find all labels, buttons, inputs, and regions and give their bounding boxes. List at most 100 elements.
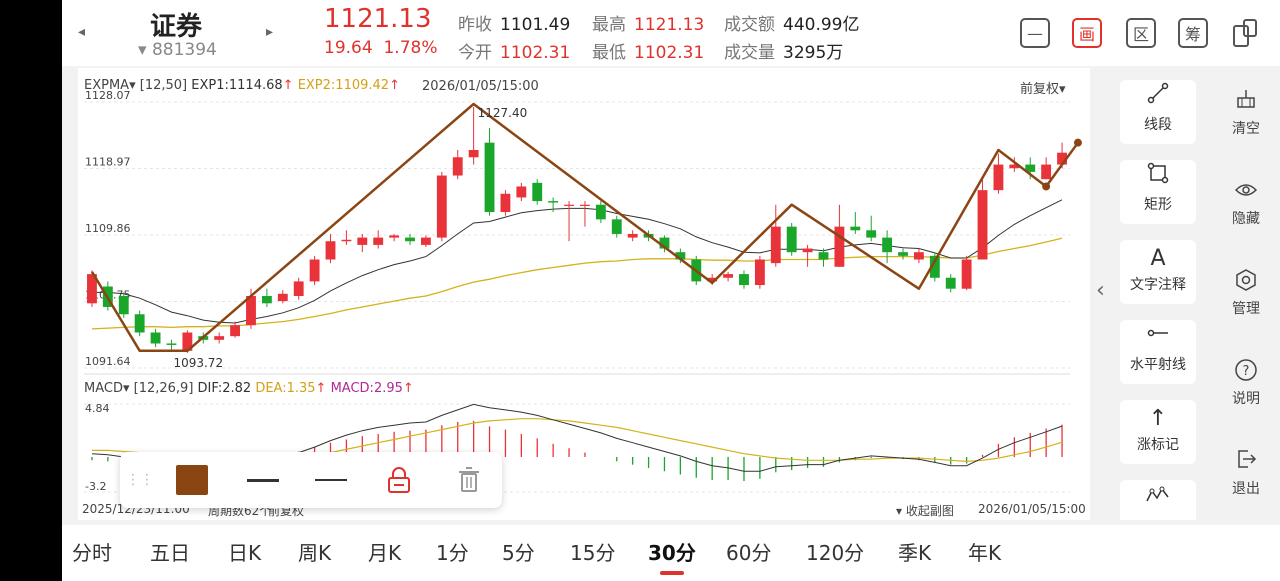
main-indicator-selector[interactable]: EXPMA▾ <box>84 78 136 93</box>
tab-daily[interactable]: 日K <box>228 541 262 565</box>
help-button[interactable]: ? 说明 <box>1216 358 1276 408</box>
collapse-panel-chevron-icon[interactable]: ‹ <box>1096 278 1105 303</box>
tool-line-segment[interactable]: 线段 <box>1120 80 1196 144</box>
candle-body <box>420 237 431 245</box>
tab-120min[interactable]: 120分 <box>806 541 865 565</box>
broom-icon <box>1216 88 1276 118</box>
chips-button[interactable]: 筹 <box>1178 18 1208 48</box>
adjust-mode-selector[interactable]: 前复权▾ <box>1020 82 1066 97</box>
candle-body <box>659 237 670 249</box>
next-stock-arrow-icon[interactable]: ▸ <box>266 24 274 40</box>
line-style-button[interactable] <box>306 452 356 508</box>
tab-1min[interactable]: 1分 <box>436 541 469 565</box>
chart-end-time: 2026/01/05/15:00 <box>978 502 1086 516</box>
line-thickness-button[interactable] <box>238 452 288 508</box>
candle-body <box>261 296 272 304</box>
candle-body <box>166 343 177 345</box>
tool-horizontal-ray-label: 水平射线 <box>1130 357 1186 373</box>
candle-body <box>548 201 559 203</box>
tab-five-day[interactable]: 五日 <box>150 541 190 565</box>
drag-handle-icon[interactable]: ⋮⋮ <box>126 472 154 488</box>
quote-header: ◂ 证券 ▾ 881394 ▸ 1121.13 19.64 1.78% 昨收 11… <box>62 0 1280 66</box>
stock-code: ▾ 881394 <box>138 40 217 60</box>
y-tick-label: 1091.64 <box>85 355 131 368</box>
low-value: 1102.31 <box>634 43 705 63</box>
exp2-line <box>91 237 1063 330</box>
clear-button[interactable]: 清空 <box>1216 88 1276 138</box>
candle-body <box>882 237 893 253</box>
tool-up-mark[interactable]: ↑ 涨标记 <box>1120 400 1196 464</box>
candle-body <box>246 296 256 326</box>
rotate-screen-button[interactable] <box>1230 18 1260 48</box>
exp1-value: EXP1:1114.68 <box>191 78 283 93</box>
change-value: 19.64 <box>324 38 373 58</box>
prev-stock-arrow-icon[interactable]: ◂ <box>78 24 86 40</box>
horizontal-ray-icon <box>1120 320 1196 354</box>
lock-button[interactable] <box>374 452 424 508</box>
candle-body <box>1041 164 1052 180</box>
help-label: 说明 <box>1232 391 1260 407</box>
collapse-subchart-button[interactable]: ▾ 收起副图 <box>896 504 954 518</box>
drawing-tools-panel: ‹ 线段 矩形 A 文字注释 水平射线 ↑ 涨标记 清空 <box>1090 68 1280 520</box>
sub-indicator-name: MACD <box>84 381 123 396</box>
candle-body <box>564 204 574 206</box>
y-tick-label: 1128.07 <box>85 89 131 102</box>
rectangle-icon <box>1120 160 1196 194</box>
sub-indicator-selector[interactable]: MACD▾ <box>84 381 130 396</box>
candle-body <box>405 237 415 242</box>
drawing-toolbar: ⋮⋮ <box>120 452 502 508</box>
candle-body <box>913 252 924 260</box>
manage-icon <box>1216 268 1276 298</box>
tab-monthly[interactable]: 月K <box>368 541 402 565</box>
tab-15min[interactable]: 15分 <box>570 541 616 565</box>
tool-text-annotation[interactable]: A 文字注释 <box>1120 240 1196 304</box>
candle-body <box>945 277 956 289</box>
range-icon: 区 <box>1132 25 1149 44</box>
current-price: 1121.13 <box>324 4 432 34</box>
tool-horizontal-ray[interactable]: 水平射线 <box>1120 320 1196 384</box>
minimize-button[interactable]: — <box>1020 18 1050 48</box>
candle-body <box>786 226 797 253</box>
tool-up-mark-label: 涨标记 <box>1137 437 1179 453</box>
hide-button[interactable]: 隐藏 <box>1216 178 1276 228</box>
change-percent: 1.78% <box>383 38 438 58</box>
tab-30min[interactable]: 30分 <box>648 541 696 565</box>
main-indicator-params: [12,50] <box>139 78 188 93</box>
tab-yearly[interactable]: 年K <box>968 541 1002 565</box>
kline-chart-panel[interactable]: 1128.071118.971109.861100.751091.644.84-… <box>78 68 1090 520</box>
candle-body <box>961 259 972 289</box>
tool-rectangle[interactable]: 矩形 <box>1120 160 1196 224</box>
draw-mode-button[interactable]: 画 <box>1072 18 1102 48</box>
tab-5min[interactable]: 5分 <box>502 541 535 565</box>
minimize-icon: — <box>1027 23 1043 43</box>
tool-text-annotation-label: 文字注释 <box>1130 277 1186 293</box>
tab-quarterly[interactable]: 季K <box>898 541 932 565</box>
exit-button[interactable]: 退出 <box>1216 448 1276 498</box>
tab-60min[interactable]: 60分 <box>726 541 772 565</box>
up-arrow-mark-icon: ↑ <box>1148 406 1168 431</box>
active-tab-indicator <box>660 571 684 575</box>
range-button[interactable]: 区 <box>1126 18 1156 48</box>
eye-icon <box>1216 178 1276 208</box>
candle-body <box>436 175 447 238</box>
price-change: 19.64 1.78% <box>324 38 438 58</box>
delete-button[interactable] <box>444 452 494 508</box>
stock-name: 证券 <box>150 12 203 42</box>
tab-intraday[interactable]: 分时 <box>72 541 112 565</box>
candle-body <box>898 252 908 256</box>
tab-weekly[interactable]: 周K <box>298 541 332 565</box>
kline-chart[interactable]: 1128.071118.971109.861100.751091.644.84-… <box>78 68 1090 520</box>
candle-body <box>850 226 861 231</box>
color-picker-button[interactable] <box>172 452 212 508</box>
tool-wave[interactable] <box>1120 480 1196 520</box>
candle-body <box>277 293 288 302</box>
manage-button[interactable]: 管理 <box>1216 268 1276 318</box>
cursor-time: 2026/01/05/15:00 <box>422 79 539 94</box>
candle-body <box>325 241 336 260</box>
collapse-subchart-label: 收起副图 <box>905 504 954 518</box>
turnover-label: 成交额 <box>724 15 775 35</box>
candle-body <box>1009 164 1020 169</box>
candle-body <box>500 193 511 213</box>
candle-body <box>723 274 734 278</box>
candle-body <box>389 235 400 238</box>
